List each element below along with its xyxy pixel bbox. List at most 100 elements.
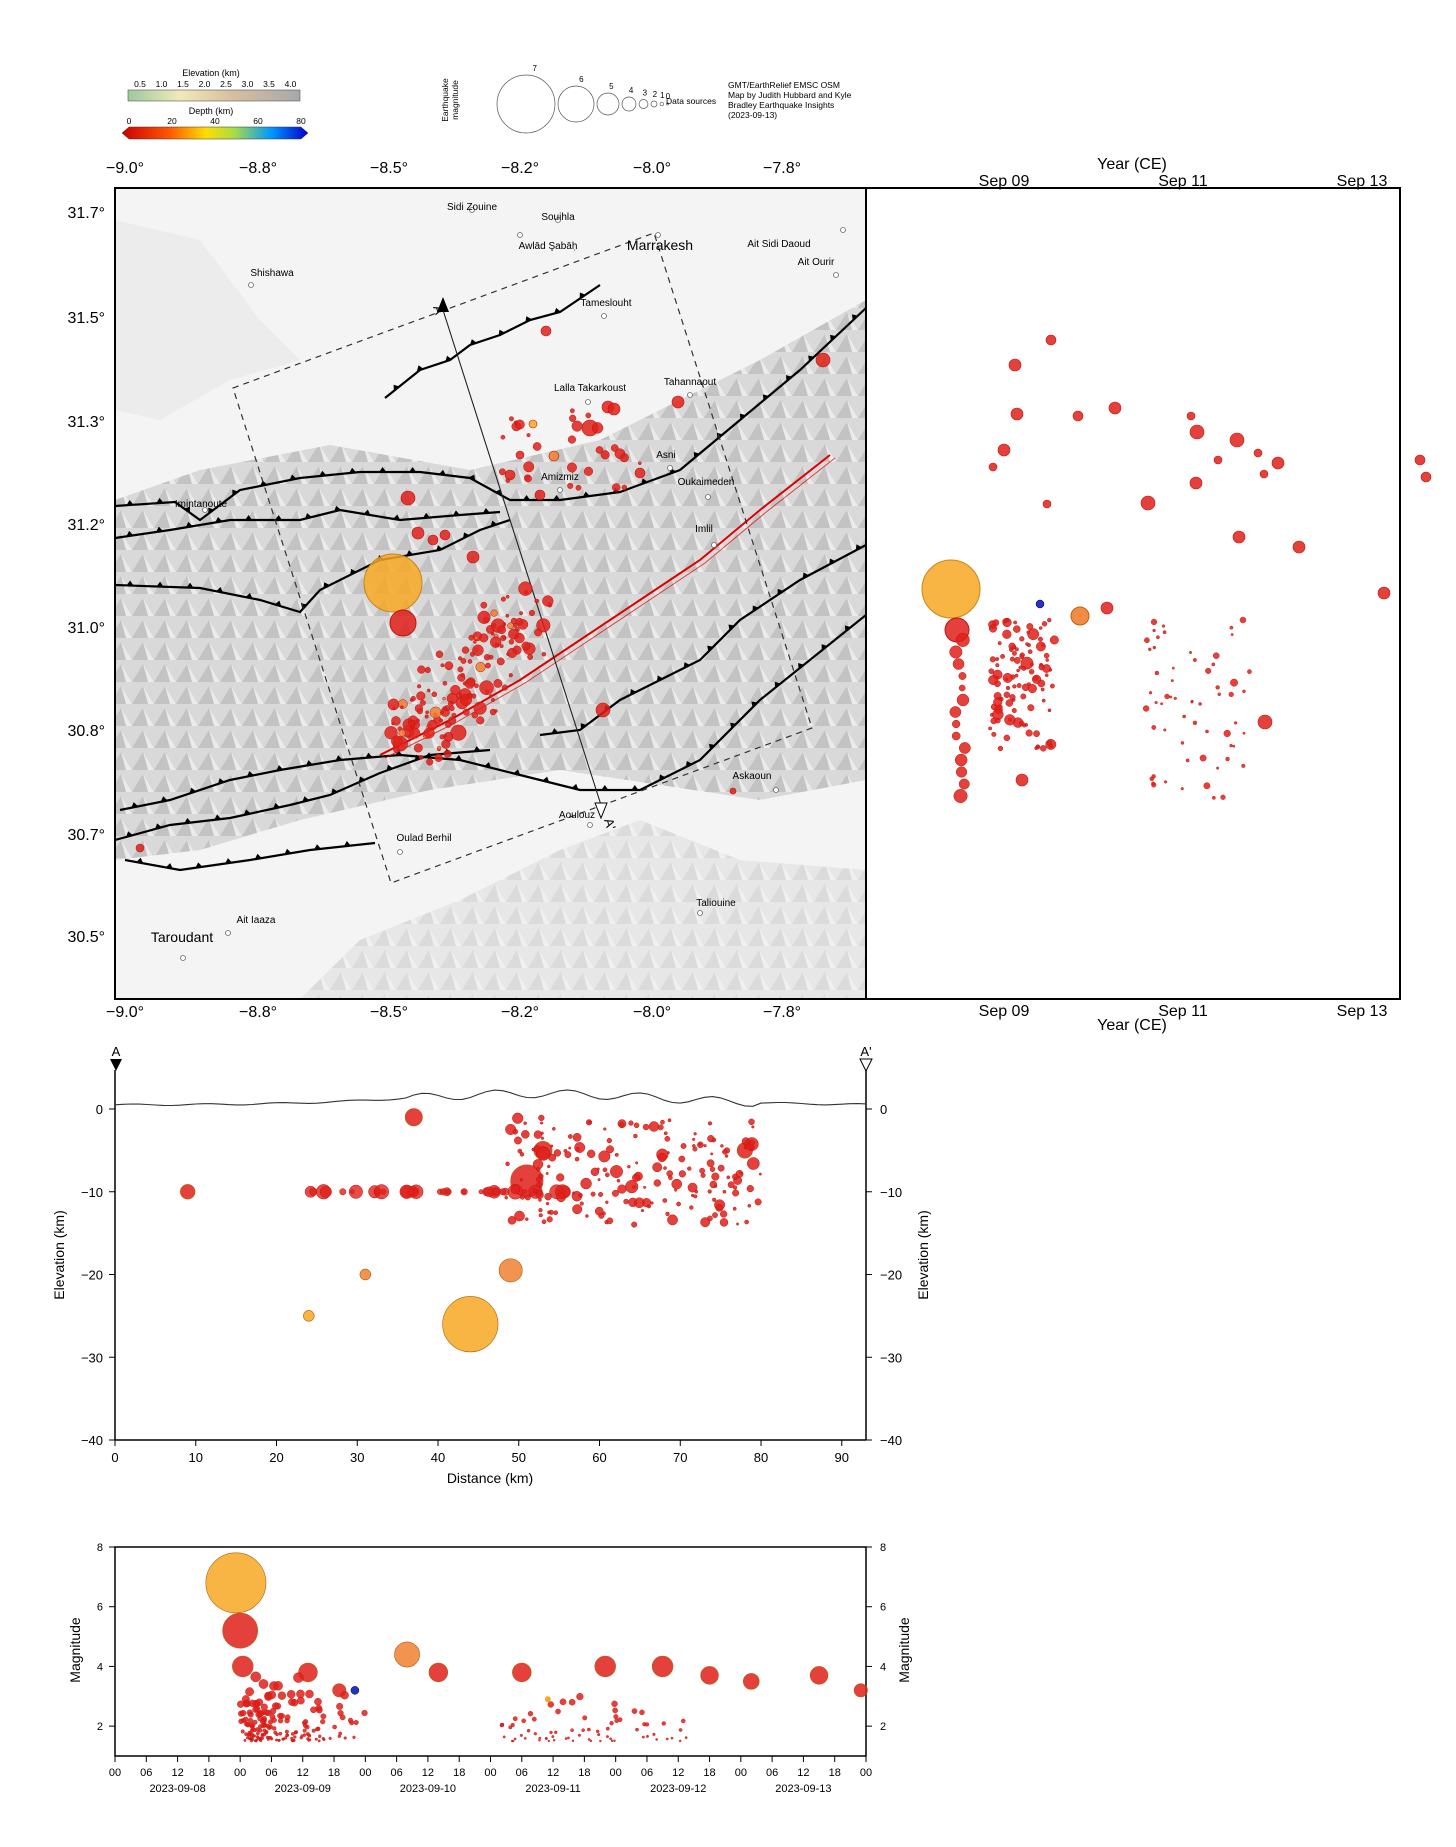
xs-quake-marker <box>544 1192 552 1201</box>
depth-tick-labels: 0 20 40 60 80 <box>127 116 306 126</box>
mt-quake-marker <box>631 1708 638 1714</box>
mt-quake-marker <box>305 1732 310 1736</box>
map-x-tick-top: −8.8° <box>239 160 277 177</box>
xs-quake-marker <box>551 1127 556 1131</box>
xs-x-tick: 60 <box>592 1450 606 1465</box>
xs-quake-marker <box>623 1198 629 1205</box>
quake-marker <box>1035 744 1040 749</box>
quake-marker <box>449 705 455 712</box>
xs-quake-marker <box>678 1155 686 1163</box>
quake-marker <box>575 484 582 491</box>
mt-quake-marker <box>272 1726 277 1731</box>
xs-quake-marker <box>650 1201 654 1205</box>
quake-marker <box>1232 530 1246 544</box>
fault-tooth <box>473 746 481 752</box>
mt-x-tick: 00 <box>484 1767 496 1779</box>
mt-quake-marker <box>255 1727 260 1732</box>
place-marker <box>469 207 475 213</box>
xs-quake-marker <box>633 1122 640 1129</box>
quake-marker <box>567 482 574 489</box>
mt-x-tick: 12 <box>547 1767 559 1779</box>
place-label: Awlād Şabāḥ <box>519 241 578 252</box>
mt-quake-marker <box>222 1612 259 1649</box>
topography-profile <box>114 1089 867 1107</box>
place-marker <box>517 232 523 238</box>
fault-tooth <box>184 506 190 513</box>
xs-quake-marker <box>556 1192 566 1203</box>
mt-quake-marker <box>510 1722 515 1728</box>
quake-marker <box>440 710 444 715</box>
xs-quake-marker <box>309 1187 318 1196</box>
fault-tooth <box>490 520 498 527</box>
quake-marker <box>1042 664 1051 673</box>
place-label: Sidi Zouine <box>447 202 497 213</box>
mt-quake-marker <box>639 1709 645 1716</box>
quake-marker <box>477 610 491 624</box>
place-marker <box>667 465 673 471</box>
xs-end-label: A' <box>860 1044 871 1059</box>
map-x-tick-top: −8.0° <box>633 160 671 177</box>
quake-marker <box>989 656 996 663</box>
mt-quake-marker <box>255 1731 260 1736</box>
fault-tooth <box>363 509 371 516</box>
xs-quake-marker <box>538 1213 543 1218</box>
xs-ylabel-left: Elevation (km) <box>51 1210 67 1299</box>
quake-marker <box>1035 641 1046 652</box>
quake-marker <box>431 691 438 698</box>
fault-tooth <box>470 339 477 345</box>
mt-quake-marker <box>809 1666 829 1685</box>
xs-quake-marker <box>521 1130 530 1139</box>
fault-tooth <box>580 723 587 730</box>
xs-quake-marker <box>563 1149 568 1153</box>
mt-quake-marker <box>243 1716 249 1723</box>
quake-marker <box>1229 625 1234 630</box>
mt-quake-marker <box>281 1737 285 1741</box>
quake-marker <box>988 675 999 685</box>
place-label: Taroudant <box>151 929 213 945</box>
xs-y-tick-right: −20 <box>880 1268 902 1283</box>
map-y-tick: 30.5° <box>67 929 105 946</box>
quake-marker <box>455 692 463 699</box>
place-label: Ait Iaaza <box>237 915 276 926</box>
mt-quake-marker <box>554 1730 558 1734</box>
quake-marker <box>958 778 970 790</box>
xs-y-tick-right: 0 <box>880 1102 887 1117</box>
mt-quake-marker <box>283 1736 288 1740</box>
mt-quake-marker <box>277 1738 281 1742</box>
quake-marker <box>490 698 495 702</box>
map-earthquakes <box>135 325 831 853</box>
magnitude-legend-circle <box>650 100 658 108</box>
credits-line-4: (2023-09-13) <box>728 110 777 120</box>
map-x-tick-bottom: −8.8° <box>239 1004 277 1021</box>
quake-marker <box>532 442 542 451</box>
mt-quake-marker <box>512 1716 518 1722</box>
mt-x-tick: 18 <box>453 1767 465 1779</box>
xs-x-tick: 50 <box>512 1450 526 1465</box>
quake-marker <box>621 484 628 491</box>
xs-quake-marker <box>514 1210 525 1222</box>
xs-quake-marker <box>664 1135 671 1142</box>
mt-quake-marker <box>538 1738 541 1742</box>
quake-marker <box>464 678 475 689</box>
mt-quake-marker <box>538 1736 542 1740</box>
mt-quake-marker <box>307 1738 311 1742</box>
xs-quake-marker <box>547 1164 551 1169</box>
quake-marker <box>1072 410 1084 422</box>
fault-tooth <box>785 375 792 382</box>
xs-quake-marker <box>550 1144 554 1148</box>
quake-marker <box>1027 649 1033 654</box>
quake-marker <box>1182 714 1186 719</box>
quake-marker <box>1205 729 1209 734</box>
magnitude-legend-label: 4 <box>629 86 634 95</box>
map-x-tick-bottom: −8.0° <box>633 1004 671 1021</box>
mt-x-tick: 12 <box>171 1767 183 1779</box>
quake-marker <box>1144 637 1150 644</box>
quake-marker <box>1049 683 1055 689</box>
place-marker <box>585 399 591 405</box>
quake-marker <box>1151 781 1155 786</box>
fault-tooth <box>276 765 284 771</box>
mt-quake-marker <box>502 1735 506 1739</box>
quake-marker <box>1005 699 1014 707</box>
quake-marker <box>1100 601 1114 615</box>
quake-marker <box>1190 700 1194 704</box>
